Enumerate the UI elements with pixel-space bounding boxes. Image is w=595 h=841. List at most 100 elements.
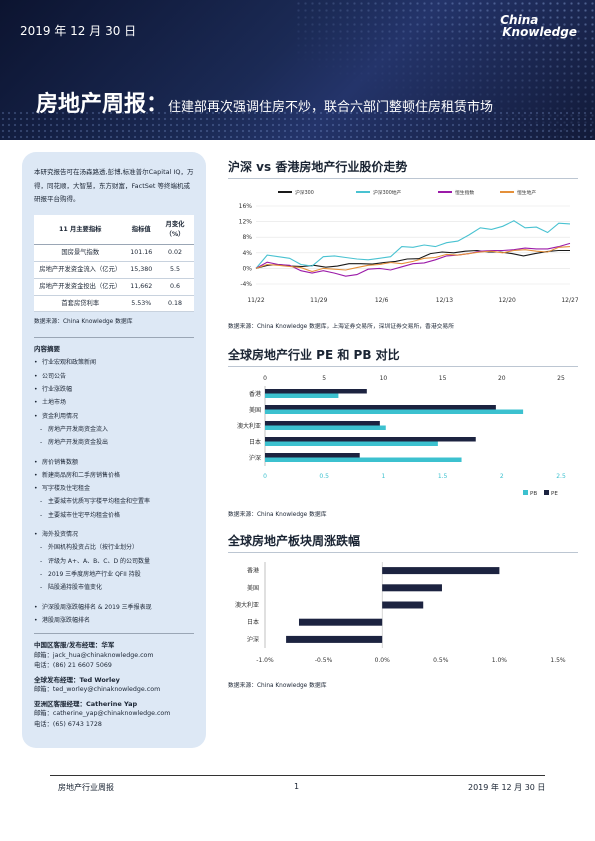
intro-text: 本研究报告可在汤森路透,彭博,标准普尔Capital IQ，万得，同花顺，大智慧… [34,168,194,204]
x-tick-label: 0.5% [433,657,449,664]
contact-title: 全球发布经理：Ted Worley [34,675,120,684]
pe-bar [265,421,380,426]
pe-axis-tick: 5 [322,375,326,382]
toc-item[interactable]: 资金利用情况 [34,410,194,424]
header-banner: 2019 年 12 月 30 日 China Knowledge 房地产周报：住… [0,0,595,140]
category-label: 沪深 [247,635,259,643]
chart1-source: 数据来源：China Knowledge 数据库，上海证券交易所，深圳证券交易所… [228,324,455,330]
china-knowledge-logo: China Knowledge [500,13,577,39]
toc-title: 内容摘要 [34,345,60,354]
footer-title: 房地产行业周报 [58,783,114,792]
toc-item[interactable]: 新建商品房和二手房销售价格 [34,469,194,483]
chart2-source: 数据来源：China Knowledge 数据库 [228,512,327,518]
category-label: 日本 [247,618,259,626]
line-chart-price-trend: 沪深300 沪深300地产 恒生指数 恒生地产 -4% 0% 4% 8% 12% 16% 11/22… [239,189,578,304]
contact-title: 中国区客服/发布经理：华军 [34,641,115,650]
table-row: 国房景气指数 101.16 0.02 [34,244,194,263]
toc-item[interactable]: 写字楼及住宅租金 [34,482,194,496]
toc-item[interactable]: 土地市场 [34,396,194,410]
category-label: 澳大利亚 [235,601,259,609]
x-tick-label: 12/6 [375,297,389,304]
pe-bar [265,437,476,442]
chart2-title: 全球房地产行业 PE 和 PB 对比 [228,348,400,362]
x-tick-label: 12/20 [499,297,516,304]
legend-label: PB [530,491,537,497]
toc-item[interactable]: 房地产开发商资金投出 [34,436,194,450]
toc-item[interactable]: 陆股通持股市值变化 [34,581,194,595]
contact-email[interactable]: 邮箱：ted_worley@chinaknowledge.com [34,686,161,694]
toc-item[interactable]: 主要城市住宅平均租金价格 [34,509,194,523]
pe-axis-tick: 10 [380,375,388,382]
legend-label: 沪深300地产 [373,189,402,196]
toc-item[interactable]: 2019 三季度房地产行业 QFII 持股 [34,568,194,582]
contact-block: 中国区客服/发布经理：华军 邮箱：jack_hua@chinaknowledge… [34,640,194,729]
toc-item[interactable]: 行业宏观和政策新闻 [34,356,194,370]
value-bar [382,567,500,575]
category-label: 美国 [249,406,261,414]
x-tick-label: -0.5% [315,657,333,664]
x-tick-label: -1.0% [256,657,274,664]
report-title: 房地产周报：住建部再次强调住房不炒，联合六部门整顿住房租赁市场 [36,86,493,118]
category-label: 澳大利亚 [237,422,261,430]
pb-axis-tick: 2.5 [556,473,566,480]
pe-axis-tick: 0 [263,375,267,382]
page-number: 1 [294,782,300,791]
toc-item[interactable]: 房价销售数额 [34,456,194,470]
x-tick-label: 0.0% [375,657,391,664]
series-line [255,242,571,277]
pb-bar [265,441,438,446]
pb-bar [265,457,462,462]
toc-list: 行业宏观和政策新闻公司公告行业涨跌幅土地市场资金利用情况房地产开发商资金流入房地… [34,356,194,627]
x-tick-label: 12/13 [436,297,453,304]
toc-item[interactable]: 海外投资情况 [34,528,194,542]
toc-item[interactable]: 房地产开发商资金流入 [34,423,194,437]
legend-swatch [544,490,549,495]
footer-divider [50,775,545,776]
pb-axis-tick: 1 [381,473,385,480]
pb-axis-tick: 2 [500,473,504,480]
category-label: 美国 [247,584,259,592]
contact-title: 亚洲区客服经理：Catherine Yap [34,700,138,709]
toc-item[interactable]: 评级为 A+、A、B、C、D 的公司数量 [34,555,194,569]
toc-item[interactable]: 港股周涨跌幅排名 [34,614,194,628]
pb-bar [265,425,386,430]
category-label: 香港 [249,390,261,398]
report-date: 2019 年 12 月 30 日 [20,24,137,38]
divider [34,337,194,339]
toc-item[interactable]: 主要城市优质写字楼平均租金和空置率 [34,495,194,509]
value-bar [382,584,442,592]
contact-phone: 电话：(65) 6743 1728 [34,720,102,728]
pe-axis-tick: 15 [439,375,447,382]
table-header: 月变化（%） [156,214,194,246]
x-tick-label: 11/22 [247,297,264,304]
category-label: 沪深 [249,454,261,462]
divider [228,552,578,553]
toc-item[interactable]: 行业涨跌幅 [34,383,194,397]
divider [34,633,194,635]
series-line [255,220,571,269]
series-line [255,246,571,273]
report-title-main: 房地产周报： [36,92,169,117]
pe-axis-tick: 25 [557,375,565,382]
contact-phone: 电话：(86) 21 6607 5069 [34,661,112,669]
value-bar [286,635,383,643]
pb-axis-tick: 0 [263,473,267,480]
toc-item[interactable]: 沪深股周涨跌幅排名 & 2019 三季报表现 [34,601,194,615]
pb-bar [265,393,339,398]
contact-email[interactable]: 邮箱：catherine_yap@chinaknowledge.com [34,710,171,718]
report-subtitle: 住建部再次强调住房不炒，联合六部门整顿住房租赁市场 [168,100,494,115]
toc-item[interactable]: 外国机构投资占比（按行业划分） [34,541,194,555]
x-tick-label: 11/29 [310,297,327,304]
series-line [255,249,570,269]
banner-dot-pattern-bottom [0,110,595,140]
contact-email[interactable]: 邮箱：jack_hua@chinaknowledge.com [34,651,154,659]
y-tick-label: 16% [239,203,253,210]
legend-label: 恒生地产 [517,189,536,196]
y-tick-label: 12% [239,219,253,226]
value-bar [382,601,424,609]
toc-item[interactable]: 公司公告 [34,370,194,384]
pb-axis-tick: 1.5 [438,473,448,480]
category-label: 香港 [247,567,259,575]
divider [228,178,578,179]
